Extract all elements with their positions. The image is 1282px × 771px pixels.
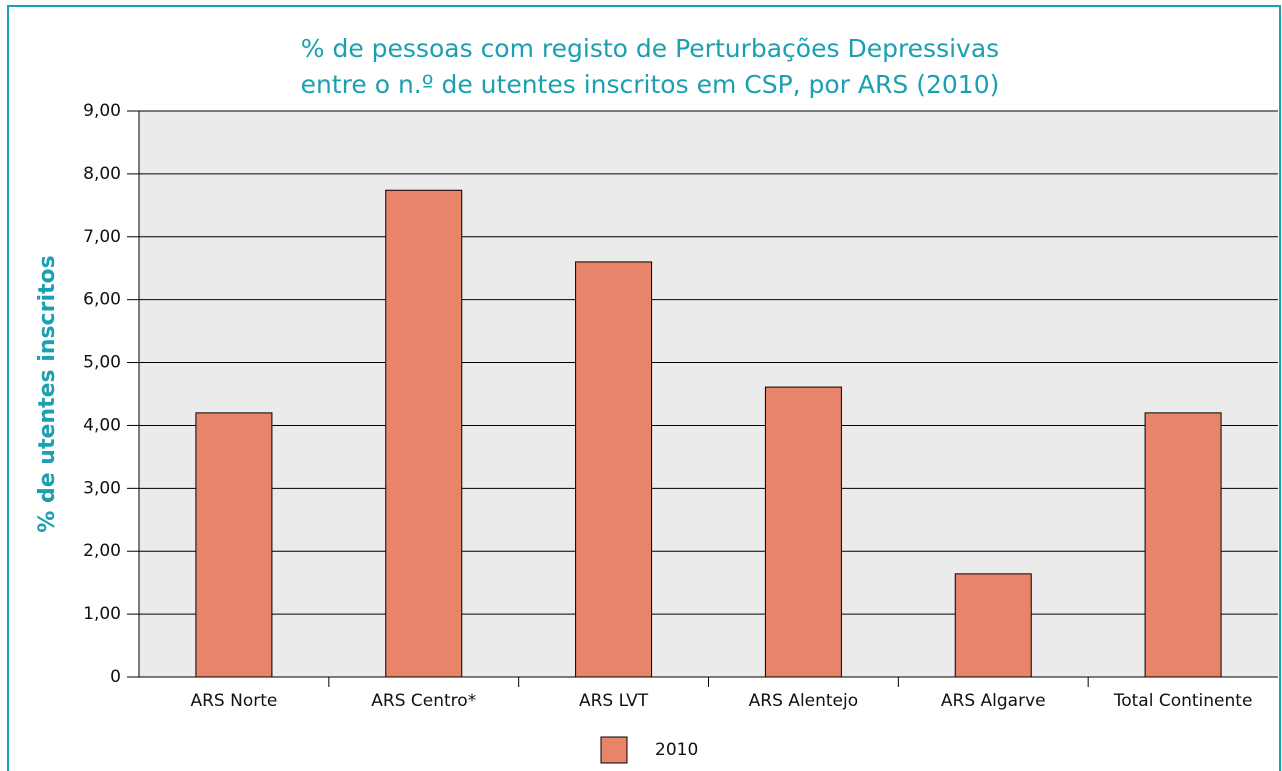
x-tick-label: ARS Norte: [190, 691, 277, 711]
x-tick-label: ARS Centro*: [371, 691, 476, 711]
frame: [7, 5, 1281, 771]
y-tick-label: 1,00: [83, 604, 121, 624]
y-tick-label: 5,00: [83, 353, 121, 373]
y-tick-label: 2,00: [83, 541, 121, 561]
y-axis-label: % de utentes inscritos: [35, 255, 60, 532]
bar: [1144, 412, 1222, 678]
bar: [764, 386, 842, 678]
x-tick-label: ARS Algarve: [941, 691, 1046, 711]
y-tick-label: 6,00: [83, 290, 121, 310]
y-tick-label: 9,00: [83, 101, 121, 121]
y-tick-label: 7,00: [83, 227, 121, 247]
bar: [195, 412, 273, 678]
chart-title: entre o n.º de utentes inscritos em CSP,…: [301, 70, 1000, 99]
x-tick-label: ARS LVT: [579, 691, 649, 711]
bar: [575, 261, 653, 678]
y-tick-label: 4,00: [83, 415, 121, 435]
plot-area: [139, 111, 1278, 677]
y-tick-label: 8,00: [83, 164, 121, 184]
legend-swatch: [600, 736, 628, 764]
y-tick-label: 0: [110, 667, 121, 687]
bar: [954, 573, 1032, 678]
x-tick-label: ARS Alentejo: [749, 691, 858, 711]
x-tick-label: Total Continente: [1113, 691, 1253, 711]
y-tick-label: 3,00: [83, 478, 121, 498]
chart-title: % de pessoas com registo de Perturbações…: [301, 34, 999, 63]
legend-label: 2010: [655, 740, 698, 760]
bar: [385, 189, 463, 678]
